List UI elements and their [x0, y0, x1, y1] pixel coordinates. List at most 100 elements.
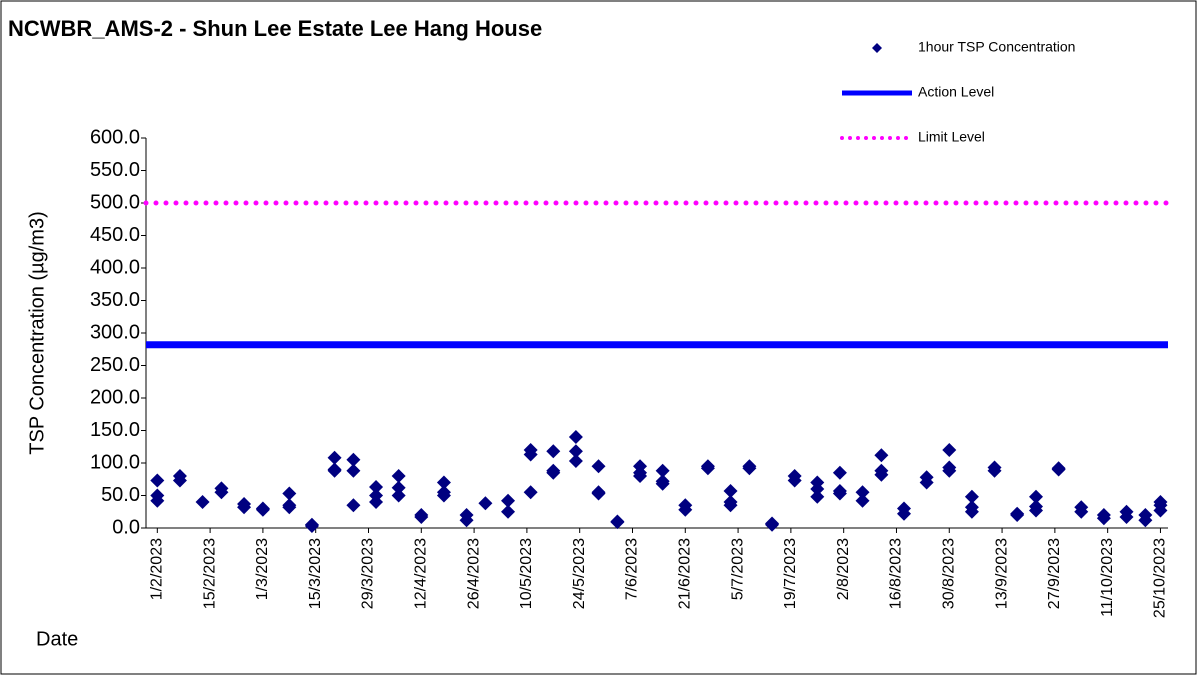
y-tick-label: 200.0: [90, 386, 140, 408]
x-tick-label: 24/5/2023: [571, 538, 588, 609]
data-point: [655, 463, 670, 478]
data-point: [1096, 511, 1111, 526]
data-point: [327, 463, 342, 478]
data-point: [942, 443, 957, 457]
x-tick-label: 29/3/2023: [360, 538, 377, 609]
y-tick-label: 0.0: [112, 516, 140, 538]
x-tick-label: 13/9/2023: [993, 538, 1010, 609]
data-point: [874, 467, 889, 482]
legend-label: 1hour TSP Concentration: [918, 39, 1075, 55]
legend-label: Limit Level: [918, 129, 985, 145]
legend-marker: [872, 43, 882, 53]
data-point: [919, 475, 934, 490]
data-point: [172, 473, 187, 488]
y-tick-label: 250.0: [90, 354, 140, 376]
data-point: [391, 469, 406, 483]
data-point: [150, 473, 165, 488]
data-point: [1153, 503, 1168, 518]
data-point: [501, 504, 516, 519]
data-point: [369, 480, 384, 495]
data-point: [282, 500, 297, 515]
legend-label: Action Level: [918, 84, 994, 100]
x-axis-label: Date: [36, 628, 78, 650]
x-tick-label: 27/9/2023: [1046, 538, 1063, 609]
data-point: [369, 495, 384, 509]
data-point: [304, 519, 319, 534]
y-tick-label: 400.0: [90, 256, 140, 278]
data-point: [1138, 513, 1153, 528]
data-point: [723, 498, 738, 513]
data-point: [591, 459, 606, 474]
data-point: [1010, 508, 1025, 522]
data-point: [568, 454, 583, 469]
x-tick-label: 10/5/2023: [518, 538, 535, 609]
data-point: [436, 475, 451, 490]
x-tick-label: 1/3/2023: [254, 538, 271, 600]
data-point: [964, 489, 979, 504]
y-tick-label: 550.0: [90, 159, 140, 181]
x-tick-label: 11/10/2023: [1099, 538, 1116, 617]
data-point: [964, 504, 979, 519]
data-point: [897, 506, 912, 521]
data-point: [1029, 503, 1044, 518]
data-point: [942, 463, 957, 478]
data-point: [414, 509, 429, 524]
data-point: [855, 485, 870, 500]
data-point: [436, 488, 451, 503]
x-tick-label: 15/2/2023: [201, 538, 218, 609]
x-tick-label: 26/4/2023: [465, 538, 482, 609]
data-point: [214, 485, 229, 500]
data-point: [478, 496, 493, 511]
data-point: [282, 486, 297, 501]
data-point: [546, 465, 561, 480]
data-point: [391, 480, 406, 495]
data-point: [255, 502, 270, 517]
data-point: [678, 502, 693, 517]
data-point: [1029, 489, 1044, 504]
data-point: [346, 463, 361, 478]
data-point: [523, 447, 538, 462]
chart-title: NCWBR_AMS-2 - Shun Lee Estate Lee Hang H…: [8, 16, 542, 41]
data-point: [237, 500, 252, 515]
data-point: [810, 489, 825, 504]
data-point: [874, 448, 889, 463]
data-point: [546, 444, 561, 459]
data-point: [832, 486, 847, 501]
data-point: [501, 493, 516, 508]
y-tick-label: 100.0: [90, 451, 140, 473]
x-tick-label: 25/10/2023: [1152, 538, 1169, 618]
data-point: [742, 461, 757, 476]
x-tick-label: 15/3/2023: [307, 538, 324, 609]
data-point: [568, 444, 583, 459]
data-point: [346, 498, 361, 513]
data-point: [591, 486, 606, 501]
data-point: [150, 493, 165, 508]
data-point: [523, 485, 538, 500]
data-point: [765, 517, 780, 532]
x-tick-label: 16/8/2023: [888, 538, 905, 609]
data-point: [1074, 504, 1089, 519]
y-tick-label: 300.0: [90, 321, 140, 343]
data-point: [610, 515, 625, 530]
data-point: [700, 461, 715, 476]
data-point: [633, 469, 648, 483]
y-tick-label: 350.0: [90, 289, 140, 311]
data-point: [327, 450, 342, 465]
y-axis-label: TSP Concentration (µg/m3): [26, 211, 48, 454]
y-tick-label: 50.0: [101, 484, 140, 506]
x-tick-label: 5/7/2023: [729, 538, 746, 600]
x-tick-label: 1/2/2023: [149, 538, 166, 600]
data-point: [391, 488, 406, 503]
x-tick-label: 30/8/2023: [940, 538, 957, 609]
x-tick-label: 19/7/2023: [782, 538, 799, 609]
data-point: [1051, 462, 1066, 477]
data-point: [787, 473, 802, 488]
y-tick-label: 600.0: [90, 126, 140, 148]
y-tick-label: 150.0: [90, 419, 140, 441]
data-point: [855, 493, 870, 508]
data-point: [987, 463, 1002, 478]
x-tick-label: 7/6/2023: [624, 538, 641, 600]
x-tick-label: 2/8/2023: [835, 538, 852, 600]
